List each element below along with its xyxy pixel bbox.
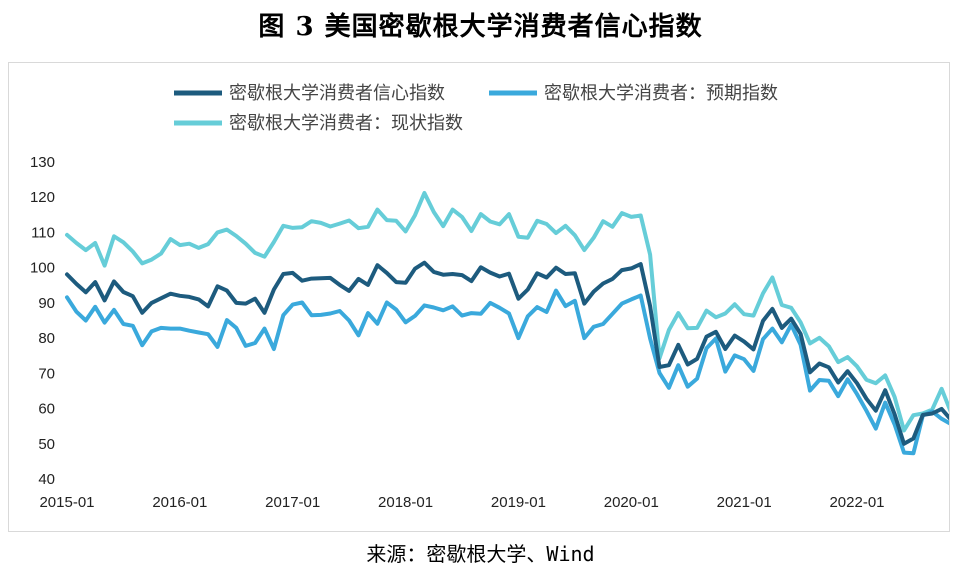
chart-frame: 密歇根大学消费者信心指数 密歇根大学消费者：预期指数 密歇根大学消费者：现状指数… — [8, 62, 950, 532]
x-tick-label: 2020-01 — [604, 494, 659, 511]
x-tick-label: 2015-01 — [39, 494, 94, 511]
y-tick-label: 120 — [30, 189, 55, 206]
series-line-expectations — [65, 288, 949, 456]
y-tick-label: 130 — [30, 154, 55, 171]
x-tick-label: 2016-01 — [152, 494, 207, 511]
series-line-confidence — [65, 260, 949, 446]
chart-title: 图 3 美国密歇根大学消费者信心指数 — [258, 12, 703, 42]
x-tick-label: 2021-01 — [717, 494, 772, 511]
x-axis: 2015-01 2016-01 2017-01 2018-01 2019-01 2020-… — [39, 494, 884, 511]
x-tick-label: 2022-01 — [829, 494, 884, 511]
legend-label-current: 密歇根大学消费者：现状指数 — [229, 113, 463, 134]
source-note: 来源：密歇根大学、Wind — [366, 542, 595, 566]
y-tick-label: 60 — [38, 401, 55, 418]
y-tick-label: 80 — [38, 330, 55, 347]
legend: 密歇根大学消费者信心指数 密歇根大学消费者：预期指数 密歇根大学消费者：现状指数 — [174, 83, 778, 134]
line-chart: 密歇根大学消费者信心指数 密歇根大学消费者：预期指数 密歇根大学消费者：现状指数… — [30, 83, 949, 511]
legend-label-confidence: 密歇根大学消费者信心指数 — [229, 83, 445, 104]
y-tick-label: 100 — [30, 260, 55, 277]
y-tick-label: 110 — [31, 224, 55, 241]
series-layer — [65, 191, 949, 456]
y-tick-label: 90 — [38, 295, 55, 312]
y-axis: 130 120 110 100 90 80 70 60 50 40 — [30, 154, 55, 488]
x-tick-label: 2018-01 — [378, 494, 433, 511]
y-tick-label: 70 — [38, 365, 55, 382]
y-tick-label: 40 — [38, 471, 55, 488]
legend-label-expectations: 密歇根大学消费者：预期指数 — [544, 83, 778, 104]
series-line-current — [65, 191, 949, 433]
y-tick-label: 50 — [38, 436, 55, 453]
x-tick-label: 2019-01 — [491, 494, 546, 511]
x-tick-label: 2017-01 — [265, 494, 320, 511]
